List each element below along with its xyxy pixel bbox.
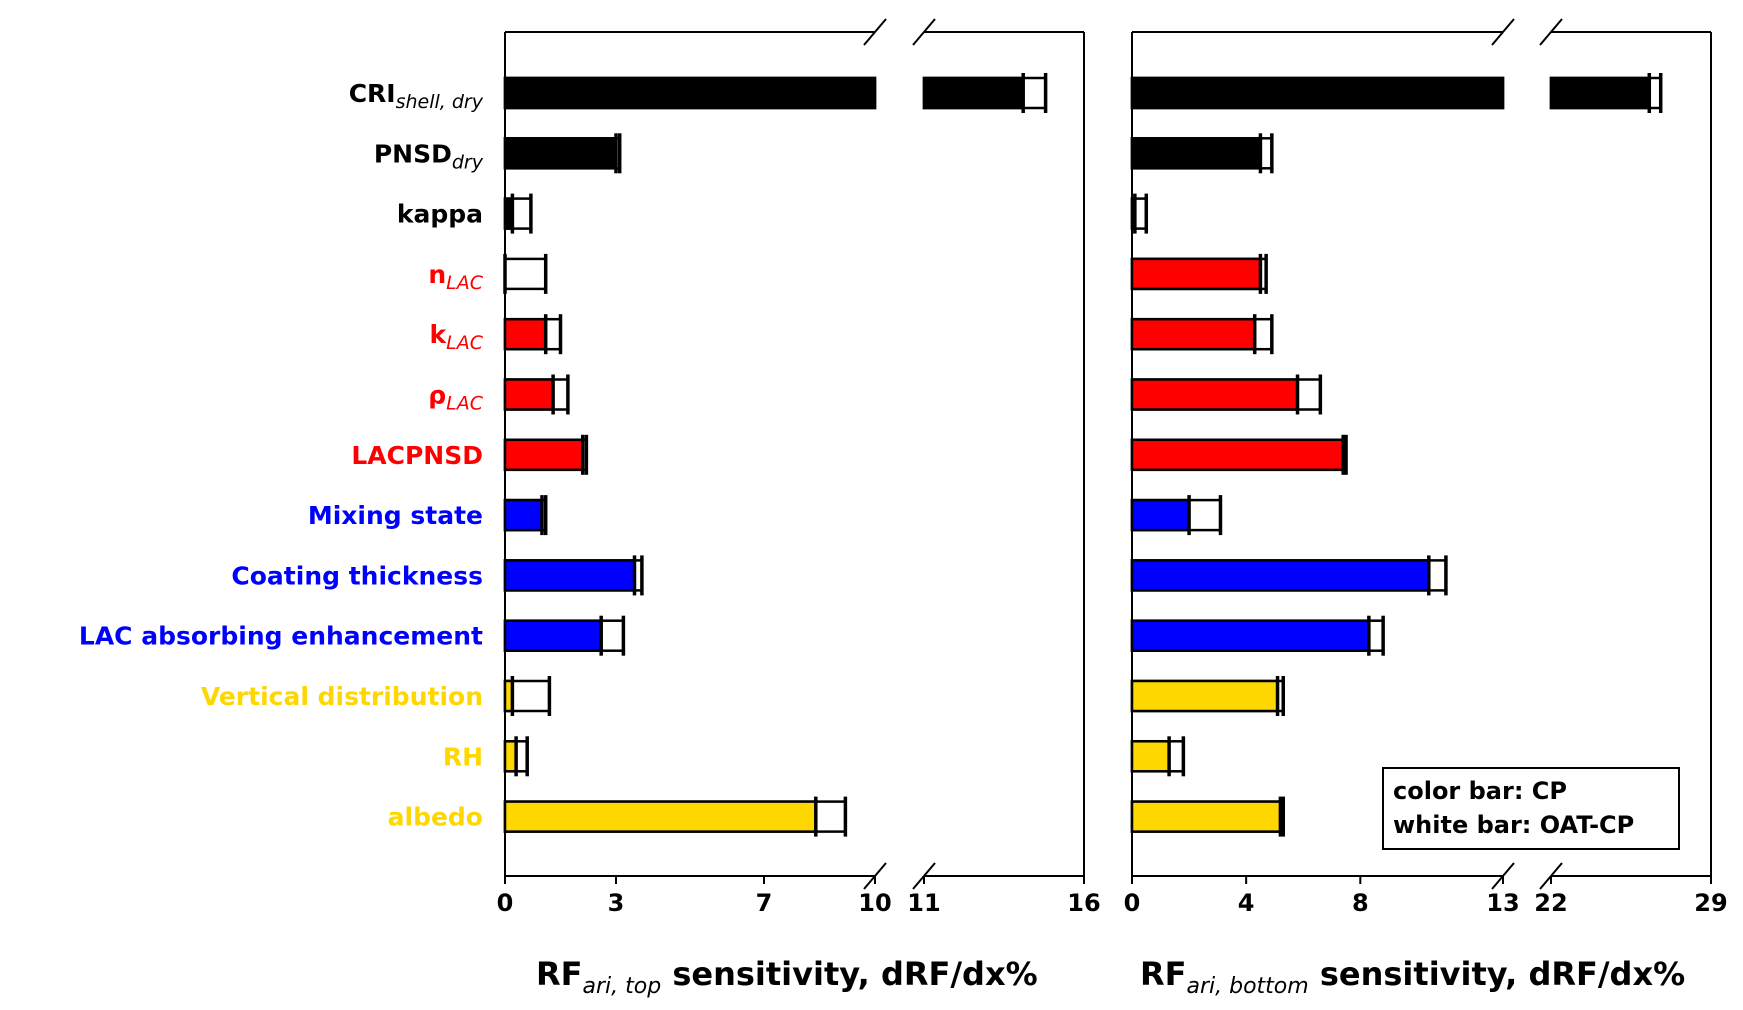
category-label-main: k: [430, 320, 448, 349]
x-axis-label-main: RF: [1140, 955, 1187, 993]
legend: color bar: CP white bar: OAT-CP: [1382, 767, 1680, 850]
cp-bar: [1130, 137, 1262, 170]
x-axis-label: RFari, bottom sensitivity, dRF/dx%: [1140, 955, 1685, 999]
cp-bar: [503, 317, 547, 351]
x-tick-label: 16: [1067, 889, 1100, 917]
x-axis-label-rest: sensitivity, dRF/dx%: [1309, 955, 1685, 993]
cp-bar: [1130, 559, 1431, 592]
axis-break-mark: [1491, 18, 1515, 46]
category-label-sub: dry: [452, 151, 484, 173]
x-axis-label-rest: sensitivity, dRF/dx%: [661, 955, 1037, 993]
category-label-main: Coating thickness: [231, 561, 483, 590]
category-label-main: n: [428, 260, 446, 289]
x-axis-label: RFari, top sensitivity, dRF/dx%: [536, 955, 1038, 999]
x-tick-label: 3: [608, 889, 625, 917]
category-label-main: kappa: [397, 200, 483, 229]
cp-bar: [1130, 438, 1348, 472]
cp-bar: [1130, 317, 1256, 351]
category-label: CRIshell, dry: [349, 79, 484, 113]
category-label: kLAC: [430, 320, 484, 354]
axis-break-mark: [1539, 18, 1563, 46]
cp-bar: [1130, 619, 1371, 652]
category-label-main: Mixing state: [308, 501, 483, 530]
cp-bar: [503, 619, 603, 652]
category-label: Vertical distribution: [201, 682, 483, 711]
category-label-sub: shell, dry: [396, 91, 484, 113]
category-label-main: RH: [443, 742, 483, 771]
category-label-main: ρ: [428, 381, 446, 410]
category-label: LACPNSD: [351, 441, 483, 470]
cp-bar: [503, 559, 636, 592]
chart-panel: 0 4 8 13 22 29 RFari, bottom sensitivity, dRF/…: [1124, 18, 1728, 999]
x-tick-label: 13: [1486, 889, 1519, 917]
category-label-sub: LAC: [446, 272, 484, 294]
category-label: Mixing state: [308, 501, 483, 530]
category-label-main: LAC absorbing enhancement: [79, 622, 483, 651]
legend-entry-cp: color bar: CP: [1393, 777, 1567, 805]
category-label: ρLAC: [428, 381, 483, 415]
legend-box: [1382, 767, 1680, 850]
cp-bar: [1130, 740, 1171, 773]
category-label: LAC absorbing enhancement: [79, 622, 483, 651]
cp-bar: [1130, 378, 1299, 411]
cp-bar: [503, 438, 584, 472]
x-tick-label: 22: [1534, 889, 1567, 917]
category-label: albedo: [388, 803, 483, 832]
category-label-main: LACPNSD: [351, 441, 483, 470]
category-label-main: albedo: [388, 803, 483, 832]
category-label-main: CRI: [349, 79, 396, 108]
oat-cp-bar: [503, 257, 547, 291]
x-tick-label: 10: [858, 889, 891, 917]
x-tick-label: 7: [756, 889, 773, 917]
x-tick-label: 29: [1694, 889, 1727, 917]
category-label: RH: [443, 742, 483, 771]
cp-bar: [922, 76, 1025, 110]
axis-break-mark: [863, 18, 887, 46]
cp-bar: [1130, 679, 1279, 713]
cp-bar: [1130, 76, 1505, 110]
cp-bar: [503, 498, 544, 532]
cp-bar: [1130, 498, 1191, 532]
category-label-sub: LAC: [446, 393, 484, 415]
x-tick-label: 0: [1124, 889, 1141, 917]
cp-bar: [1130, 800, 1282, 833]
chart-panel: 0 3 7 10 11 16 RFari, top sensitivity, dRF/dx%: [497, 18, 1101, 999]
cp-bar: [503, 378, 555, 411]
category-label: kappa: [397, 200, 483, 229]
cp-bar: [503, 76, 877, 110]
cp-bar: [503, 800, 818, 833]
x-tick-label: 0: [497, 889, 514, 917]
category-label-main: PNSD: [374, 139, 452, 168]
category-labels: CRIshell, dryPNSDdrykappanLACkLACρLACLAC…: [79, 79, 484, 832]
category-label-sub: LAC: [446, 332, 484, 354]
cp-bar: [1549, 76, 1651, 110]
category-label: Coating thickness: [231, 561, 483, 590]
category-label-main: Vertical distribution: [201, 682, 483, 711]
x-axis-label-sub: ari, bottom: [1187, 974, 1309, 999]
category-label: PNSDdry: [374, 139, 484, 173]
legend-entry-oat-cp: white bar: OAT-CP: [1393, 811, 1634, 839]
cp-bar: [503, 137, 618, 170]
axis-break-mark: [912, 18, 936, 46]
x-tick-label: 4: [1238, 889, 1255, 917]
cp-bar: [1130, 257, 1262, 291]
x-tick-label: 11: [907, 889, 940, 917]
x-tick-label: 8: [1352, 889, 1369, 917]
category-label: nLAC: [428, 260, 483, 294]
x-axis-label-main: RF: [536, 955, 583, 993]
x-axis-label-sub: ari, top: [583, 974, 662, 999]
